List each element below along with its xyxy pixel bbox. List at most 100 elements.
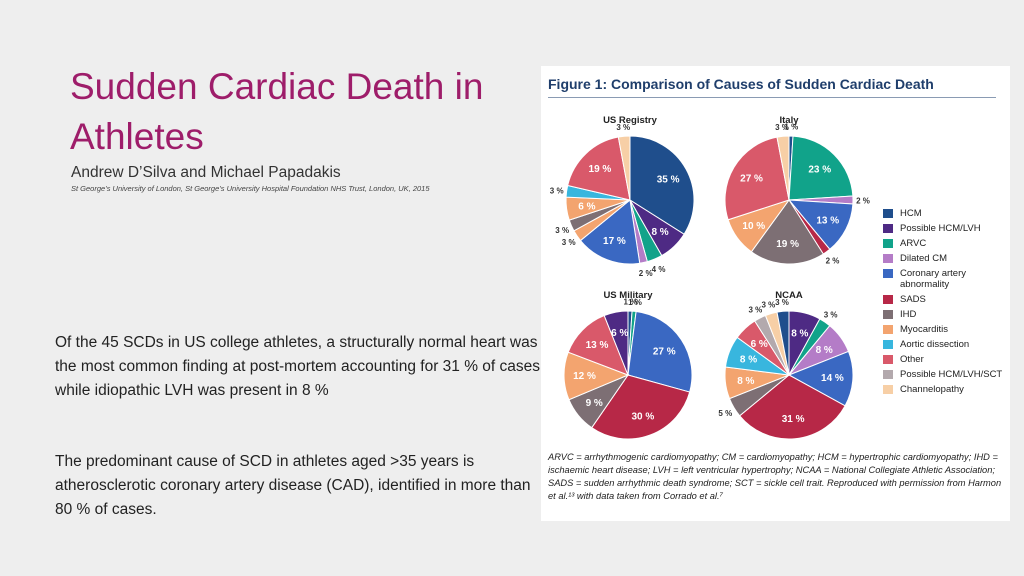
pie-slice-3-4 bbox=[738, 374, 846, 440]
pie-label-2-7: 6 % bbox=[611, 328, 628, 339]
pie-slice-3-11 bbox=[776, 310, 790, 376]
pie-slice-1-1 bbox=[788, 135, 854, 201]
legend-item: IHD bbox=[883, 309, 1003, 320]
pie-label-0-7: 6 % bbox=[578, 201, 595, 212]
chart-title-us-military: US Military bbox=[603, 290, 653, 301]
pie-label-1-4: 2 % bbox=[826, 256, 840, 265]
pie-label-0-2: 4 % bbox=[652, 265, 666, 274]
pie-label-3-5: 5 % bbox=[718, 409, 732, 418]
legend-item: Myocarditis bbox=[883, 324, 1003, 335]
pie-label-3-0: 8 % bbox=[791, 328, 808, 339]
pie-slice-1-5 bbox=[750, 199, 824, 265]
legend-item: Channelopathy bbox=[883, 384, 1003, 395]
pie-label-3-6: 8 % bbox=[737, 376, 754, 387]
legend-label: Dilated CM bbox=[900, 253, 947, 264]
legend-swatch bbox=[883, 355, 893, 364]
pie-slice-3-3 bbox=[787, 350, 854, 407]
chart-title-ncaa: NCAA bbox=[775, 290, 803, 301]
legend-label: Possible HCM/LVH/SCT bbox=[900, 369, 1003, 380]
figure-panel: Figure 1: Comparison of Causes of Sudden… bbox=[541, 66, 1010, 521]
legend-label: Possible HCM/LVH bbox=[900, 223, 981, 234]
pie-label-3-2: 8 % bbox=[816, 345, 833, 356]
pie-slice-0-9 bbox=[567, 136, 631, 201]
legend-swatch bbox=[883, 269, 893, 278]
legend-item: Dilated CM bbox=[883, 253, 1003, 264]
legend-item: Aortic dissection bbox=[883, 339, 1003, 350]
legend-label: Other bbox=[900, 354, 924, 365]
legend-swatch bbox=[883, 295, 893, 304]
legend-label: HCM bbox=[900, 208, 922, 219]
pie-label-1-1: 23 % bbox=[808, 165, 831, 176]
pie-slice-0-10 bbox=[617, 135, 631, 201]
body-paragraph-ncaa: Of the 45 SCDs in US college athletes, a… bbox=[55, 334, 545, 399]
legend-swatch bbox=[883, 310, 893, 319]
legend-swatch bbox=[883, 209, 893, 218]
pie-label-1-8: 3 % bbox=[775, 123, 789, 132]
legend-label: Channelopathy bbox=[900, 384, 964, 395]
pie-label-0-0: 35 % bbox=[657, 175, 680, 186]
pie-label-2-6: 13 % bbox=[586, 340, 609, 351]
pie-label-3-3: 14 % bbox=[821, 373, 844, 384]
pie-slice-1-7 bbox=[724, 136, 790, 221]
legend-item: HCM bbox=[883, 208, 1003, 219]
pie-label-0-8: 3 % bbox=[550, 186, 564, 195]
pie-label-2-5: 12 % bbox=[573, 371, 596, 382]
pie-label-3-9: 3 % bbox=[749, 306, 763, 315]
pie-charts: 35 %8 %4 %2 %17 %3 %3 %6 %3 %19 %3 % 1 %2… bbox=[550, 123, 870, 440]
pie-label-0-1: 8 % bbox=[651, 227, 668, 238]
legend-label: IHD bbox=[900, 309, 917, 320]
figure-divider bbox=[548, 97, 996, 98]
legend-swatch bbox=[883, 325, 893, 334]
legend-item: Possible HCM/LVH bbox=[883, 223, 1003, 234]
pie-label-0-4: 17 % bbox=[603, 236, 626, 247]
pie-label-0-5: 3 % bbox=[562, 238, 576, 247]
legend-swatch bbox=[883, 239, 893, 248]
pie-label-2-3: 30 % bbox=[631, 411, 654, 422]
legend-swatch bbox=[883, 254, 893, 263]
pie-label-2-1: 1 % bbox=[628, 298, 642, 307]
chart-title-us-registry: US Registry bbox=[603, 115, 657, 126]
chart-title-italy: Italy bbox=[779, 115, 799, 126]
pie-label-1-2: 2 % bbox=[856, 197, 870, 206]
slide-title: Sudden Cardiac Death in Athletes bbox=[70, 66, 484, 157]
legend-swatch bbox=[883, 340, 893, 349]
pie-label-3-11: 3 % bbox=[775, 298, 789, 307]
legend-item: Coronary artery abnormality bbox=[883, 268, 1003, 290]
legend-item: Other bbox=[883, 354, 1003, 365]
legend-label: Myocarditis bbox=[900, 324, 949, 335]
legend-label: SADS bbox=[900, 294, 926, 305]
pie-label-0-6: 3 % bbox=[555, 226, 569, 235]
pie-label-2-2: 27 % bbox=[653, 346, 676, 357]
legend-swatch bbox=[883, 224, 893, 233]
pie-label-2-4: 9 % bbox=[586, 398, 603, 409]
pie-label-3-7: 8 % bbox=[740, 354, 757, 365]
pie-label-3-4: 31 % bbox=[782, 414, 805, 425]
figure-title: Figure 1: Comparison of Causes of Sudden… bbox=[548, 76, 934, 92]
legend-swatch bbox=[883, 385, 893, 394]
pie-label-1-3: 13 % bbox=[816, 215, 839, 226]
body-paragraph-cad: The predominant cause of SCD in athletes… bbox=[55, 453, 531, 518]
legend-label: ARVC bbox=[900, 238, 927, 249]
legend-swatch bbox=[883, 370, 893, 379]
pie-label-1-7: 27 % bbox=[740, 173, 763, 184]
pie-label-1-5: 19 % bbox=[776, 239, 799, 250]
legend-label: Coronary artery abnormality bbox=[900, 268, 966, 290]
pie-label-2-0: 1 % bbox=[623, 298, 637, 307]
legend-item: Possible HCM/LVH/SCT bbox=[883, 369, 1003, 380]
pie-label-3-1: 3 % bbox=[824, 310, 838, 319]
pie-slice-2-3 bbox=[591, 374, 691, 440]
pie-label-0-9: 19 % bbox=[589, 164, 612, 175]
legend-item: SADS bbox=[883, 294, 1003, 305]
pie-slice-0-4 bbox=[579, 199, 641, 265]
pie-label-3-8: 6 % bbox=[751, 339, 768, 350]
authors: Andrew D’Silva and Michael Papadakis bbox=[71, 164, 341, 181]
pie-label-0-3: 2 % bbox=[639, 269, 653, 278]
pie-slice-2-2 bbox=[627, 310, 693, 393]
pie-slice-2-7 bbox=[603, 310, 629, 376]
pie-label-1-0: 1 % bbox=[784, 123, 798, 132]
legend: HCM Possible HCM/LVH ARVC Dilated CM Coronar… bbox=[883, 208, 1003, 399]
pie-label-0-10: 3 % bbox=[616, 123, 630, 132]
pie-slice-1-8 bbox=[776, 135, 790, 201]
pie-label-3-10: 3 % bbox=[761, 300, 775, 309]
affiliation: St George’s University of London, St Geo… bbox=[71, 184, 430, 193]
